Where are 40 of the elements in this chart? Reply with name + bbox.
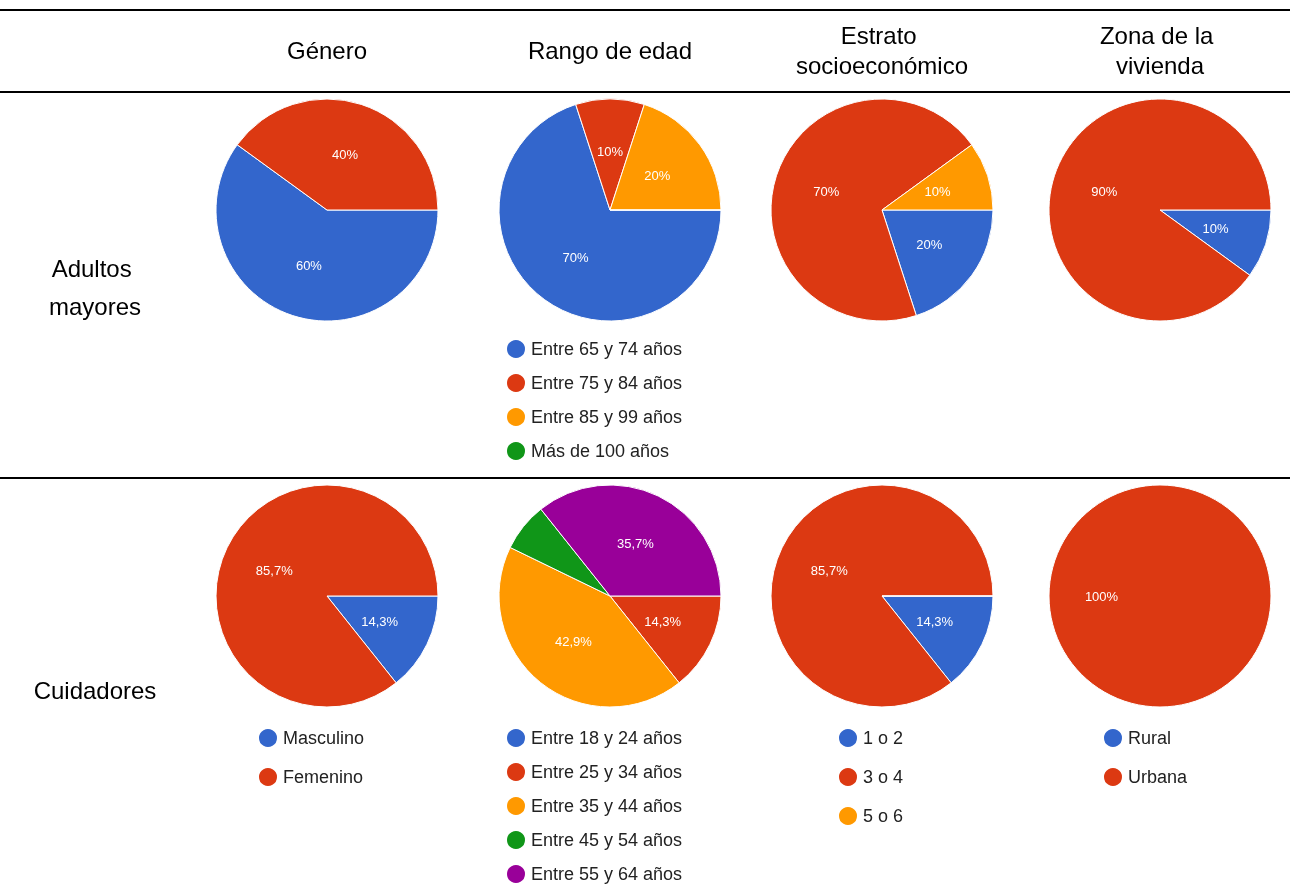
data-label: 14,3% [916,613,954,629]
legend-label: Más de 100 años [531,441,670,461]
legend-label: Urbana [1128,767,1189,787]
data-label: 70% [813,184,840,200]
legend-label: Masculino [283,728,365,748]
legend-label: 5 o 6 [863,806,904,826]
data-label: 90% [1091,184,1118,200]
legend-label: 1 o 2 [863,728,904,748]
data-label: 10% [1202,220,1230,236]
chart-title: Género [286,36,368,64]
data-label: 10% [596,144,624,159]
legend-label: Entre 75 y 84 años [531,373,683,393]
legend-label: Entre 18 y 24 años [531,728,683,748]
data-label: 60% [295,258,323,274]
data-label: 70% [562,249,590,265]
legend-label: 3 o 4 [863,767,904,787]
data-label: 14,3% [644,613,682,629]
text: Adultos mayores [48,254,142,320]
legend-label: Entre 45 y 54 años [531,830,683,850]
data-label: 10% [924,184,952,200]
data-label: 40% [332,146,359,162]
data-label: 20% [916,236,943,252]
chart-title: Estrato socioeconómico [795,21,969,79]
legend-label: Entre 35 y 44 años [531,796,683,816]
legend-label: Entre 85 y 99 años [531,407,683,427]
legend-label: Rural [1128,728,1172,748]
data-label: 85,7% [810,563,849,579]
legend-label: Entre 55 y 64 años [531,864,683,884]
data-label: 14,3% [361,613,399,629]
chart-title: Rango de edad [527,36,693,64]
legend-label: Entre 65 y 74 años [531,339,683,359]
legend-label: Femenino [283,767,364,787]
data-label: 20% [644,168,671,184]
chart-title: Zona de la vivienda [1099,21,1221,79]
data-label: 85,7% [255,563,294,579]
data-label: 35,7% [616,535,655,551]
data-label: 100% [1084,588,1119,604]
legend-label: Entre 25 y 34 años [531,762,683,782]
text: Cuidadores [33,676,157,704]
data-label: 42,9% [554,634,593,650]
